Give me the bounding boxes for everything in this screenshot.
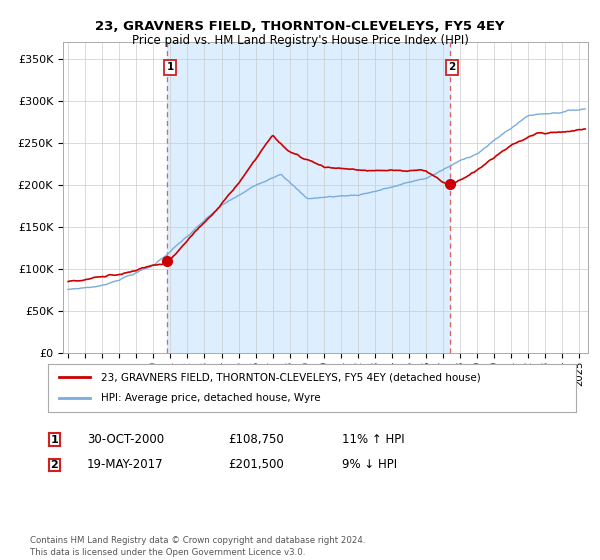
Text: 30-OCT-2000: 30-OCT-2000	[87, 433, 164, 446]
Text: Price paid vs. HM Land Registry's House Price Index (HPI): Price paid vs. HM Land Registry's House …	[131, 34, 469, 46]
Text: 2: 2	[449, 62, 456, 72]
Text: Contains HM Land Registry data © Crown copyright and database right 2024.
This d: Contains HM Land Registry data © Crown c…	[30, 536, 365, 557]
Text: £108,750: £108,750	[228, 433, 284, 446]
Text: 2: 2	[50, 460, 58, 470]
Text: £201,500: £201,500	[228, 458, 284, 472]
Text: HPI: Average price, detached house, Wyre: HPI: Average price, detached house, Wyre	[101, 393, 320, 403]
Text: 9% ↓ HPI: 9% ↓ HPI	[342, 458, 397, 472]
Text: 11% ↑ HPI: 11% ↑ HPI	[342, 433, 404, 446]
Text: 23, GRAVNERS FIELD, THORNTON-CLEVELEYS, FY5 4EY: 23, GRAVNERS FIELD, THORNTON-CLEVELEYS, …	[95, 20, 505, 32]
Bar	[167, 42, 449, 353]
Text: 23, GRAVNERS FIELD, THORNTON-CLEVELEYS, FY5 4EY (detached house): 23, GRAVNERS FIELD, THORNTON-CLEVELEYS, …	[101, 372, 481, 382]
Text: 19-MAY-2017: 19-MAY-2017	[87, 458, 164, 472]
Text: 1: 1	[50, 435, 58, 445]
Text: 1: 1	[166, 62, 173, 72]
